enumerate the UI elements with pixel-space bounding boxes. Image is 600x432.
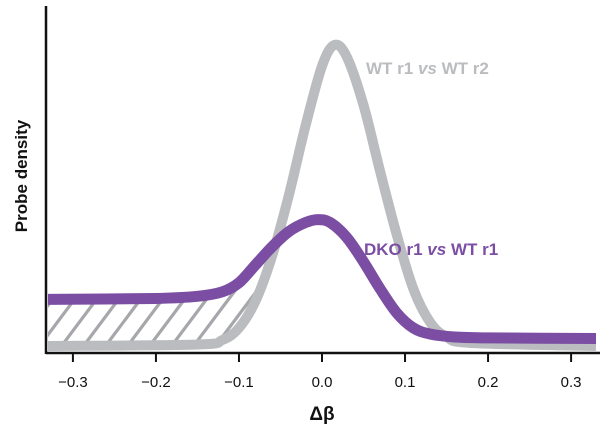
hatch-line [274,276,334,356]
series-label-part: WT r1 [446,240,498,259]
x-tick-label: −0.3 [58,374,88,391]
x-tick-label: 0.0 [312,374,333,391]
x-tick-label: −0.1 [224,374,254,391]
series-line-wt [47,39,597,351]
hatch-line [296,276,356,356]
hatch-line [48,275,50,346]
x-tick-label: 0.2 [478,374,499,391]
x-tick-label: 0.3 [561,374,582,391]
x-tick-label: 0.1 [395,374,416,391]
series-label-wt: WT r1 vs WT r2 [366,59,489,78]
x-tick-label: −0.2 [141,374,171,391]
x-axis-title: Δβ [309,404,334,425]
series-label-dko: DKO r1 vs WT r1 [364,240,498,259]
series-label-part: DKO r1 [364,240,427,259]
series-label-part: WT r1 [366,59,418,78]
series-label-part: WT r2 [437,59,489,78]
series-label-part: vs [418,59,437,78]
series-label-part: vs [427,240,446,259]
series-line-dko [47,214,597,344]
y-axis-title: Probe density [12,119,31,232]
